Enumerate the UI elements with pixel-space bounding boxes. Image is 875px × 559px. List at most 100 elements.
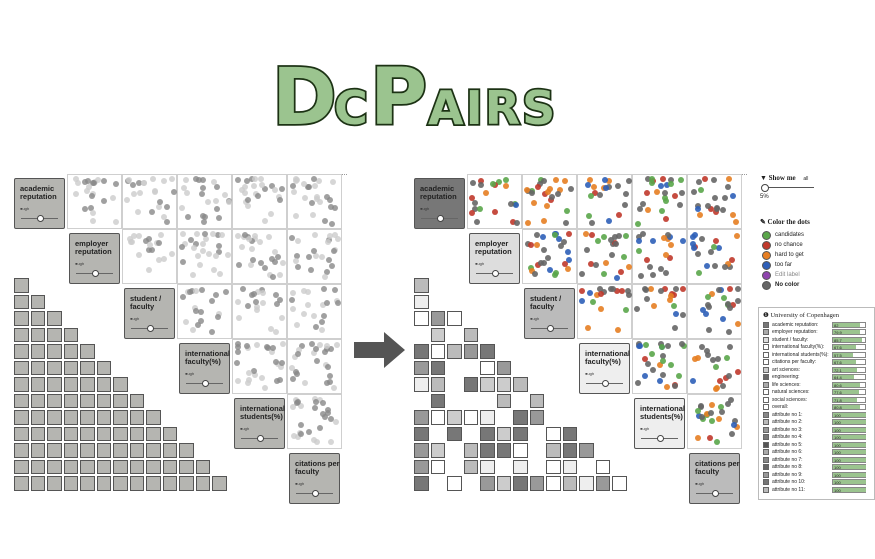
data-point[interactable] — [214, 206, 221, 213]
data-point[interactable] — [150, 176, 157, 183]
data-point[interactable] — [719, 315, 726, 322]
data-point[interactable] — [213, 291, 220, 298]
data-point[interactable] — [245, 369, 252, 376]
data-point[interactable] — [642, 286, 649, 293]
data-point[interactable] — [73, 176, 80, 183]
data-point[interactable] — [621, 253, 628, 260]
data-point[interactable] — [305, 301, 312, 308]
data-point[interactable] — [316, 396, 323, 403]
data-point[interactable] — [534, 241, 541, 248]
attribute-mini-box[interactable] — [496, 476, 511, 491]
attribute-mini-box[interactable] — [480, 377, 495, 392]
data-point[interactable] — [589, 231, 596, 238]
attribute-swatch[interactable] — [763, 351, 769, 358]
attribute-mini-box[interactable] — [414, 278, 429, 293]
scatter-cell[interactable] — [232, 339, 287, 394]
data-point[interactable] — [324, 406, 331, 413]
attribute-mini-box[interactable] — [195, 459, 210, 474]
data-point[interactable] — [328, 263, 335, 269]
attribute-slider-knob[interactable] — [202, 380, 209, 387]
data-point[interactable] — [584, 324, 591, 331]
data-point[interactable] — [643, 256, 650, 263]
scatter-cell[interactable] — [467, 174, 522, 229]
data-point[interactable] — [713, 384, 720, 391]
attribute-swatch[interactable] — [763, 419, 769, 426]
data-point[interactable] — [714, 356, 721, 363]
data-point[interactable] — [613, 240, 620, 247]
attribute-mini-box[interactable] — [30, 393, 45, 408]
data-point[interactable] — [137, 190, 144, 197]
attribute-mini-box[interactable] — [30, 426, 45, 441]
data-point[interactable] — [182, 241, 189, 248]
data-point[interactable] — [697, 212, 704, 219]
attribute-box[interactable]: employer reputation ●ugh — [469, 233, 520, 284]
legend-item[interactable]: no chance — [762, 240, 804, 250]
data-point[interactable] — [565, 231, 572, 238]
attribute-mini-box[interactable] — [546, 476, 561, 491]
data-point[interactable] — [579, 297, 586, 304]
data-point[interactable] — [725, 176, 732, 183]
data-point[interactable] — [275, 254, 282, 261]
data-point[interactable] — [316, 199, 323, 206]
data-point[interactable] — [712, 363, 719, 370]
data-point[interactable] — [715, 244, 722, 251]
data-point[interactable] — [327, 438, 334, 445]
data-point[interactable] — [291, 432, 298, 439]
data-point[interactable] — [193, 176, 200, 183]
data-point[interactable] — [702, 311, 709, 318]
data-point[interactable] — [664, 383, 671, 390]
data-point[interactable] — [292, 354, 299, 361]
university-attribute-row[interactable]: citations per faculty: 67.6 — [763, 359, 870, 367]
university-attribute-row[interactable]: attribute no 9: 100 — [763, 471, 870, 479]
data-point[interactable] — [608, 236, 615, 243]
data-point[interactable] — [729, 256, 736, 263]
data-point[interactable] — [610, 286, 617, 293]
attribute-swatch[interactable] — [763, 359, 769, 366]
data-point[interactable] — [671, 383, 678, 390]
legend-item[interactable]: hard to get — [762, 250, 804, 260]
data-point[interactable] — [313, 194, 320, 201]
data-point[interactable] — [192, 288, 199, 295]
attribute-mini-box[interactable] — [146, 443, 161, 458]
data-point[interactable] — [324, 409, 331, 416]
data-point[interactable] — [326, 257, 333, 264]
data-point[interactable] — [579, 287, 586, 294]
attribute-mini-box[interactable] — [430, 393, 445, 408]
data-point[interactable] — [211, 266, 218, 273]
attribute-mini-box[interactable] — [113, 476, 128, 491]
attribute-swatch[interactable] — [763, 389, 769, 396]
legend-item[interactable]: Edit label — [762, 270, 804, 280]
data-point[interactable] — [614, 327, 621, 334]
attribute-mini-box[interactable] — [47, 311, 62, 326]
data-point[interactable] — [590, 298, 597, 305]
attribute-swatch[interactable] — [763, 336, 769, 343]
data-point[interactable] — [704, 351, 711, 358]
data-point[interactable] — [244, 343, 251, 350]
data-point[interactable] — [725, 300, 732, 307]
data-point[interactable] — [691, 189, 698, 196]
data-point[interactable] — [261, 218, 268, 225]
attribute-mini-box[interactable] — [513, 443, 528, 458]
data-point[interactable] — [181, 185, 188, 192]
attribute-mini-box[interactable] — [463, 410, 478, 425]
attribute-slider-knob[interactable] — [147, 325, 154, 332]
data-point[interactable] — [311, 247, 318, 254]
data-point[interactable] — [294, 370, 301, 377]
data-point[interactable] — [510, 218, 517, 225]
data-point[interactable] — [477, 181, 484, 188]
data-point[interactable] — [602, 260, 609, 267]
attribute-swatch[interactable] — [763, 441, 769, 448]
attribute-mini-box[interactable] — [463, 443, 478, 458]
data-point[interactable] — [289, 182, 296, 189]
attribute-mini-box[interactable] — [162, 476, 177, 491]
data-point[interactable] — [588, 193, 595, 200]
data-point[interactable] — [323, 380, 330, 387]
data-point[interactable] — [735, 286, 742, 293]
attribute-mini-box[interactable] — [63, 476, 78, 491]
data-point[interactable] — [326, 373, 333, 380]
university-attribute-row[interactable]: attribute no 2: 100 — [763, 419, 870, 427]
attribute-mini-box[interactable] — [14, 410, 29, 425]
attribute-mini-box[interactable] — [14, 327, 29, 342]
data-point[interactable] — [712, 262, 719, 269]
data-point[interactable] — [289, 234, 296, 241]
